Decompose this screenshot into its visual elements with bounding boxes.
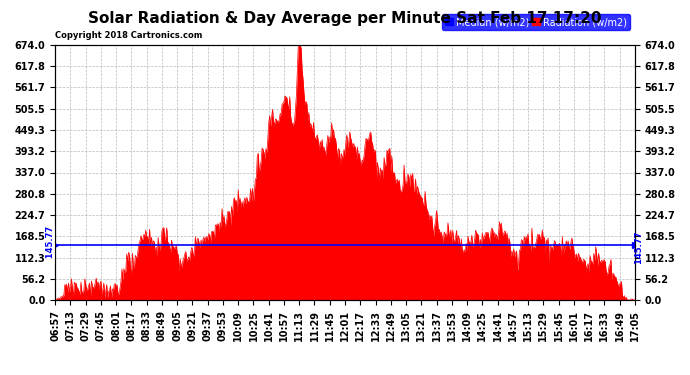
- Text: Copyright 2018 Cartronics.com: Copyright 2018 Cartronics.com: [55, 31, 203, 40]
- Legend: Median (w/m2), Radiation (w/m2): Median (w/m2), Radiation (w/m2): [442, 14, 630, 30]
- Text: Solar Radiation & Day Average per Minute Sat Feb 17 17:20: Solar Radiation & Day Average per Minute…: [88, 11, 602, 26]
- Text: 145.77: 145.77: [46, 226, 55, 264]
- Text: 145.77: 145.77: [635, 226, 644, 264]
